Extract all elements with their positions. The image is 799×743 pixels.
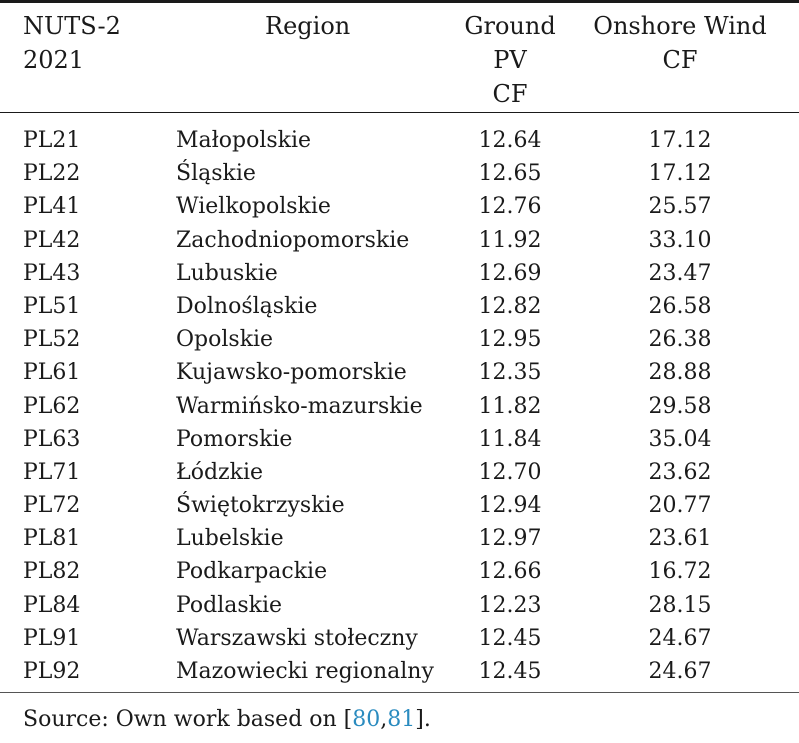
cell-onshore-wind-cf: 23.61 (648, 526, 712, 552)
table-row: PL52 Opolskie 12.95 26.38 (0, 323, 799, 356)
cell-ground-pv-cf: 12.95 (478, 327, 542, 353)
cell-onshore-wind-cf: 33.10 (648, 227, 712, 253)
reference-link-80[interactable]: 80 (352, 707, 381, 732)
cell-nuts-code: PL71 (23, 459, 81, 485)
cell-ground-pv-cf: 12.45 (478, 625, 542, 651)
table-row: PL71 Łódzkie 12.70 23.62 (0, 456, 799, 489)
table-row: PL42 Zachodniopomorskie 11.92 33.10 (0, 224, 799, 257)
cell-onshore-wind-cf: 26.38 (648, 327, 712, 353)
cell-region: Warmińsko-mazurskie (176, 393, 423, 419)
table-row: PL72 Świętokrzyskie 12.94 20.77 (0, 489, 799, 522)
cell-ground-pv-cf: 12.94 (478, 493, 542, 519)
cell-nuts-code: PL51 (23, 293, 81, 319)
cell-nuts-code: PL22 (23, 161, 81, 187)
cell-ground-pv-cf: 12.97 (478, 526, 542, 552)
table-row: PL43 Lubuskie 12.69 23.47 (0, 257, 799, 290)
table-top-rule (0, 0, 799, 3)
cell-ground-pv-cf: 12.82 (478, 293, 542, 319)
cell-onshore-wind-cf: 16.72 (648, 559, 712, 585)
cell-ground-pv-cf: 12.45 (478, 659, 542, 684)
cell-onshore-wind-cf: 28.15 (648, 592, 712, 618)
reference-link-81[interactable]: 81 (387, 707, 416, 732)
cell-nuts-code: PL41 (23, 194, 81, 220)
cell-nuts-code: PL21 (23, 128, 81, 153)
cell-region: Dolnośląskie (176, 293, 318, 319)
cell-nuts-code: PL63 (23, 426, 81, 452)
cell-nuts-code: PL52 (23, 327, 81, 353)
cell-region: Opolskie (176, 327, 274, 353)
header-region: Region (265, 12, 351, 40)
cell-nuts-code: PL84 (23, 592, 81, 618)
cell-nuts-code: PL42 (23, 227, 81, 253)
table-row: PL92 Mazowiecki regionalny 12.45 24.67 (0, 655, 799, 688)
cell-region: Pomorskie (176, 426, 293, 452)
table-bottom-rule (0, 692, 799, 693)
table-row: PL84 Podlaskie 12.23 28.15 (0, 589, 799, 622)
cell-onshore-wind-cf: 24.67 (648, 625, 712, 651)
table-source-note: Source: Own work based on [80,81]. (23, 703, 431, 737)
table-header-rule (0, 112, 799, 113)
source-suffix: ]. (415, 707, 431, 732)
cell-onshore-wind-cf: 23.62 (648, 459, 712, 485)
header-nuts-2021: NUTS-2 2021 (23, 12, 121, 74)
cell-region: Śląskie (176, 161, 256, 187)
cell-region: Lubuskie (176, 260, 278, 286)
cell-onshore-wind-cf: 29.58 (648, 393, 712, 419)
cell-onshore-wind-cf: 24.67 (648, 659, 712, 684)
table-row: PL22 Śląskie 12.65 17.12 (0, 157, 799, 190)
cell-onshore-wind-cf: 35.04 (648, 426, 712, 452)
header-ground-pv-cf: Ground PV CF (464, 12, 556, 108)
cell-onshore-wind-cf: 23.47 (648, 260, 712, 286)
source-separator: , (380, 707, 388, 732)
cell-region: Wielkopolskie (176, 194, 331, 220)
cell-ground-pv-cf: 12.70 (478, 459, 542, 485)
cell-nuts-code: PL62 (23, 393, 81, 419)
cell-nuts-code: PL81 (23, 526, 81, 552)
cell-onshore-wind-cf: 17.12 (648, 128, 712, 153)
cell-region: Mazowiecki regionalny (176, 659, 434, 684)
cell-ground-pv-cf: 11.84 (478, 426, 542, 452)
cell-onshore-wind-cf: 26.58 (648, 293, 712, 319)
cell-onshore-wind-cf: 17.12 (648, 161, 712, 187)
table-row: PL62 Warmińsko-mazurskie 11.82 29.58 (0, 390, 799, 423)
table-row: PL91 Warszawski stołeczny 12.45 24.67 (0, 622, 799, 655)
cell-region: Świętokrzyskie (176, 493, 345, 519)
cell-region: Kujawsko-pomorskie (176, 360, 407, 386)
cell-onshore-wind-cf: 28.88 (648, 360, 712, 386)
table-body: PL21 Małopolskie 12.64 17.12 PL22 Śląskie 12.6… (0, 124, 799, 688)
cell-region: Małopolskie (176, 128, 312, 153)
header-onshore-wind-cf: Onshore Wind CF (593, 12, 767, 74)
cell-nuts-code: PL92 (23, 659, 81, 684)
table-row: PL21 Małopolskie 12.64 17.12 (0, 124, 799, 157)
cell-nuts-code: PL91 (23, 625, 81, 651)
cell-ground-pv-cf: 12.65 (478, 161, 542, 187)
table-row: PL63 Pomorskie 11.84 35.04 (0, 423, 799, 456)
cell-nuts-code: PL82 (23, 559, 81, 585)
table-row: PL82 Podkarpackie 12.66 16.72 (0, 555, 799, 588)
cell-region: Podlaskie (176, 592, 283, 618)
cell-region: Warszawski stołeczny (176, 625, 418, 651)
cell-onshore-wind-cf: 25.57 (648, 194, 712, 220)
table-row: PL51 Dolnośląskie 12.82 26.58 (0, 290, 799, 323)
table-row: PL61 Kujawsko-pomorskie 12.35 28.88 (0, 356, 799, 389)
cell-region: Zachodniopomorskie (176, 227, 410, 253)
cell-ground-pv-cf: 12.66 (478, 559, 542, 585)
cell-ground-pv-cf: 12.69 (478, 260, 542, 286)
cell-ground-pv-cf: 12.35 (478, 360, 542, 386)
cell-ground-pv-cf: 11.92 (478, 227, 542, 253)
cell-ground-pv-cf: 12.23 (478, 592, 542, 618)
cell-region: Łódzkie (176, 459, 264, 485)
cell-nuts-code: PL72 (23, 493, 81, 519)
source-prefix: Source: Own work based on [ (23, 707, 353, 732)
table-row: PL41 Wielkopolskie 12.76 25.57 (0, 190, 799, 223)
cell-nuts-code: PL61 (23, 360, 81, 386)
cell-ground-pv-cf: 12.76 (478, 194, 542, 220)
cell-nuts-code: PL43 (23, 260, 81, 286)
cell-onshore-wind-cf: 20.77 (648, 493, 712, 519)
table-row: PL81 Lubelskie 12.97 23.61 (0, 522, 799, 555)
cell-region: Lubelskie (176, 526, 284, 552)
cell-region: Podkarpackie (176, 559, 328, 585)
cell-ground-pv-cf: 11.82 (478, 393, 542, 419)
cell-ground-pv-cf: 12.64 (478, 128, 542, 153)
